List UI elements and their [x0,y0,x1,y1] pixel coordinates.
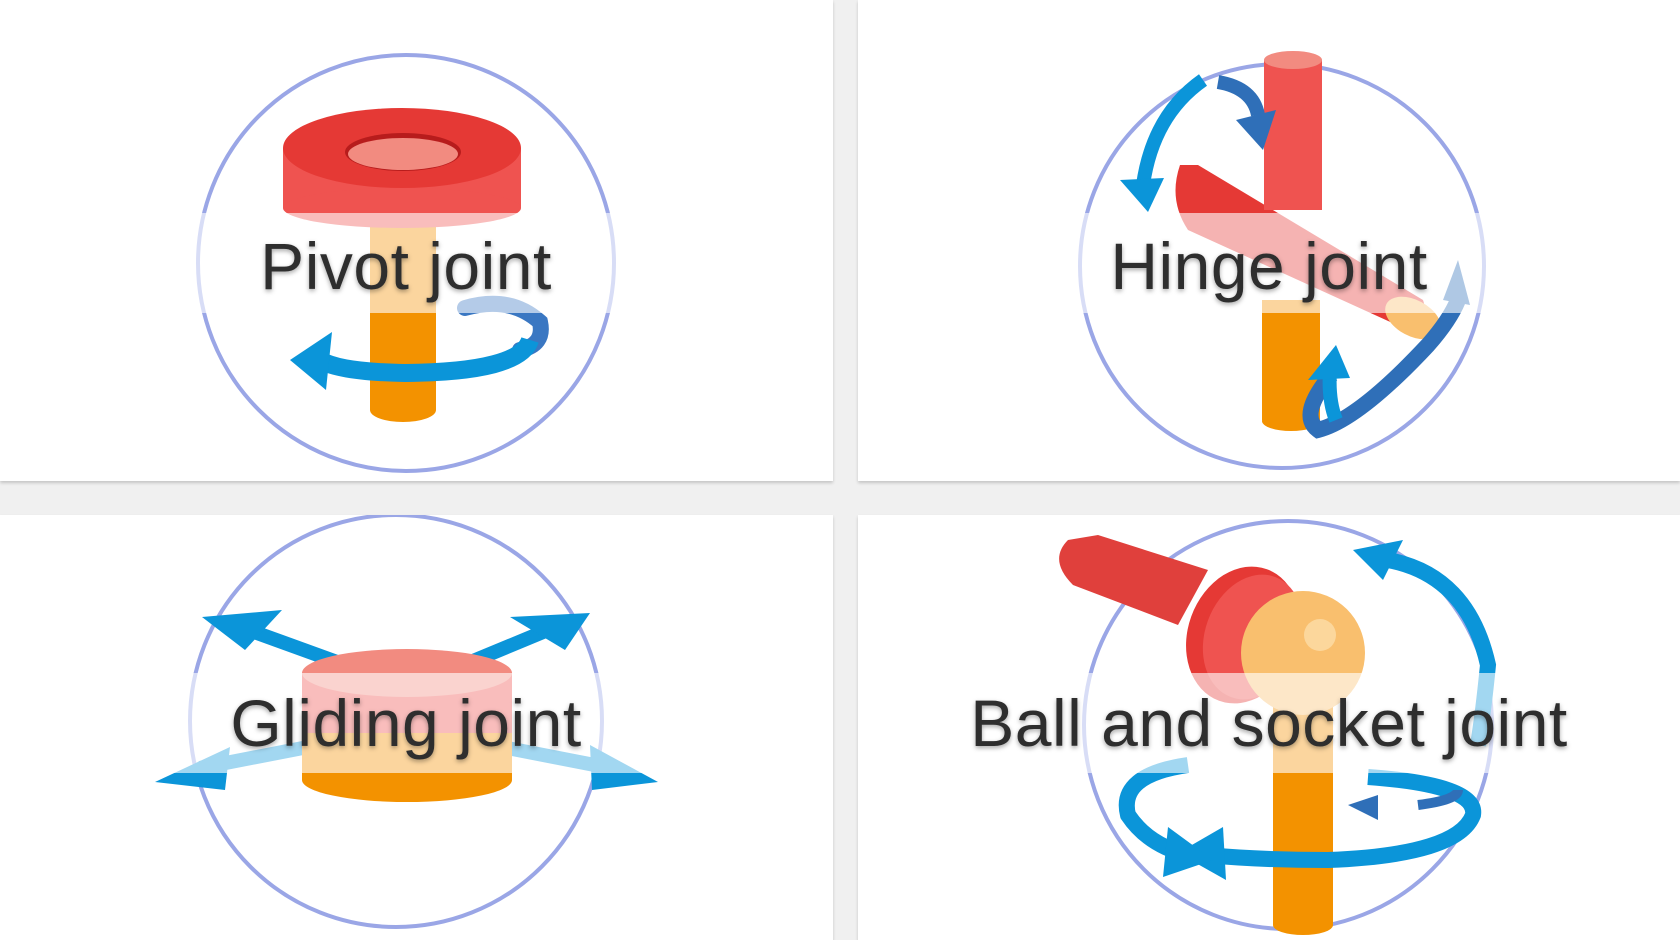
ball-and-socket-joint-label: Ball and socket joint [970,686,1568,760]
pivot-joint-label: Pivot joint [260,229,552,303]
card-gliding-joint[interactable]: Gliding joint [0,515,833,940]
gliding-joint-label: Gliding joint [230,686,582,760]
card-hinge-joint[interactable]: Hinge joint [858,0,1680,481]
hinge-joint-label: Hinge joint [1110,229,1428,303]
card-pivot-joint[interactable]: Pivot joint [0,0,833,481]
card-ball-and-socket-joint[interactable]: Ball and socket joint [858,515,1680,940]
